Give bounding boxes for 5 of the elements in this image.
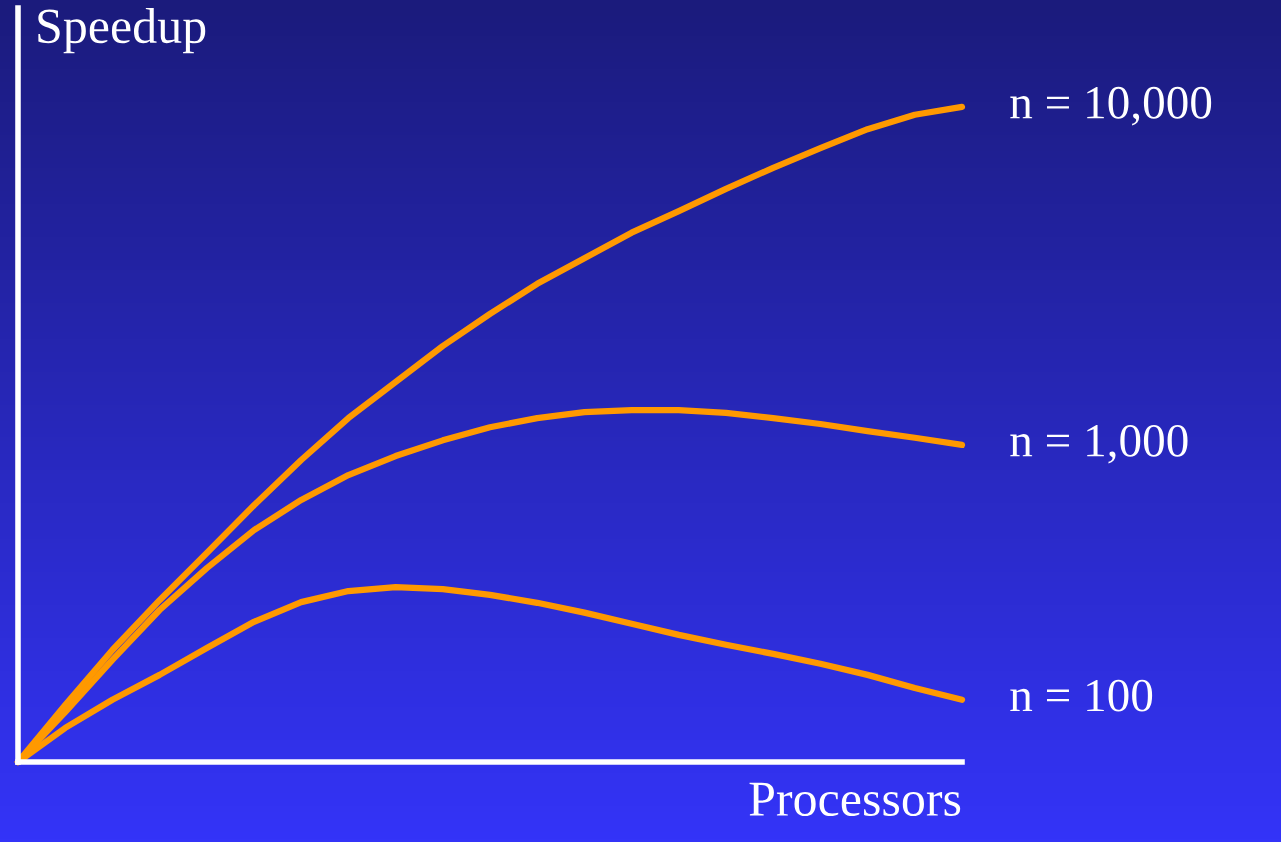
series-label: n = 10,000 xyxy=(1010,86,1212,126)
series-label: n = 100 xyxy=(1010,679,1153,712)
x-axis-title: Processors xyxy=(749,782,961,817)
y-axis-title: Speedup xyxy=(38,8,206,54)
series-label: n = 1,000 xyxy=(1010,424,1188,464)
